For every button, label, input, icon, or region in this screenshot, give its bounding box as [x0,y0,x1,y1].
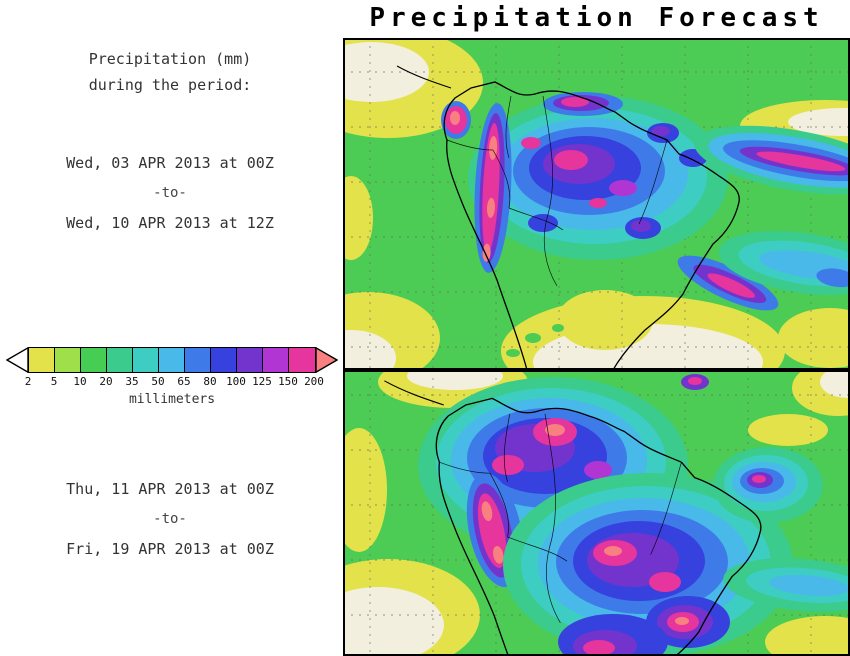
colorbar-segment [211,348,237,372]
colorbar-tick: 5 [50,375,58,388]
colorbar-segment [263,348,289,372]
colorbar: 2 5 10 20 35 50 65 80 100 125 150 200 millimeters [6,347,338,407]
period-bottom-from: Thu, 11 APR 2013 at 00Z [66,480,274,498]
map-top-svg [343,38,850,370]
colorbar-segment [237,348,263,372]
map-top-precip-field [441,92,850,357]
map-bottom-svg [343,370,850,656]
period-top-from: Wed, 03 APR 2013 at 00Z [66,154,274,172]
colorbar-tick: 150 [278,375,298,388]
period-top-to: Wed, 10 APR 2013 at 12Z [66,214,274,232]
colorbar-tick: 20 [99,375,113,388]
colorbar-tick: 100 [226,375,246,388]
legend-header: Precipitation (mm) during the period: [0,46,340,98]
period-bottom-to: Fri, 19 APR 2013 at 00Z [66,540,274,558]
colorbar-unit-label: millimeters [128,392,216,407]
colorbar-tick: 50 [151,375,165,388]
colorbar-tick: 2 [24,375,32,388]
page-title: Precipitation Forecast [369,3,824,33]
period-top-separator: -to- [153,185,187,201]
map-top-coastline [396,65,740,370]
colorbar-segments [28,347,316,373]
colorbar-segment [159,348,185,372]
colorbar-tick: 125 [252,375,272,388]
period-top: Wed, 03 APR 2013 at 00Z -to- Wed, 10 APR… [0,148,340,238]
period-bottom: Thu, 11 APR 2013 at 00Z -to- Fri, 19 APR… [0,474,340,564]
colorbar-segment [29,348,55,372]
colorbar-tick: 80 [203,375,217,388]
colorbar-segment [81,348,107,372]
colorbar-tick: 200 [304,375,324,388]
colorbar-tick: 35 [125,375,139,388]
colorbar-segment [55,348,81,372]
map-bottom-coastline [384,380,762,656]
colorbar-strip [6,347,338,373]
colorbar-under-arrow-icon [6,347,28,373]
colorbar-segment [107,348,133,372]
colorbar-segment [133,348,159,372]
legend-header-line1: Precipitation (mm) [88,50,252,68]
colorbar-over-arrow-icon [316,347,338,373]
colorbar-segment [185,348,211,372]
period-bottom-separator: -to- [153,511,187,527]
map-panels [343,38,850,656]
map-bottom-precip-field [418,374,850,656]
legend-header-line2: during the period: [88,76,252,94]
map-panel-top [343,38,850,370]
colorbar-segment [289,348,315,372]
map-panel-bottom [343,370,850,656]
colorbar-tick: 10 [73,375,87,388]
colorbar-tick-labels: 2 5 10 20 35 50 65 80 100 125 150 200 [6,375,338,389]
colorbar-tick: 65 [177,375,191,388]
map-bottom-dry-areas [343,370,850,656]
